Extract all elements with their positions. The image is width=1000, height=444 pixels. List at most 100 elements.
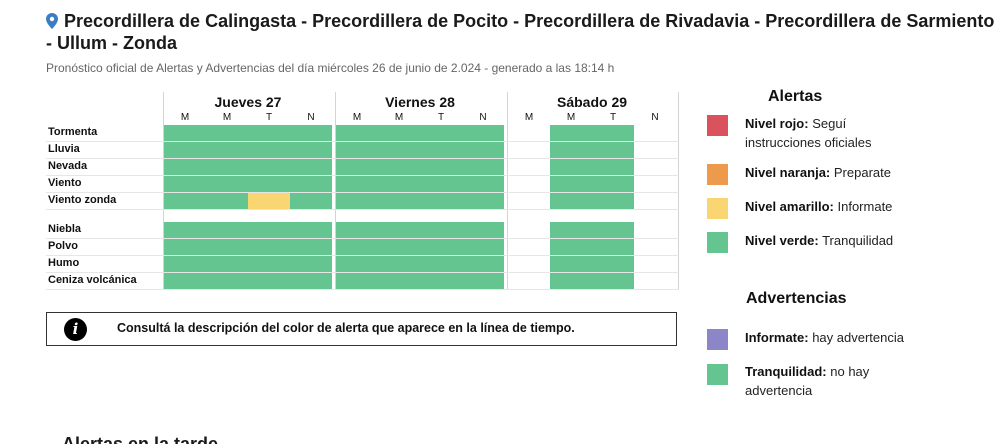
row-label: Nevada: [48, 160, 88, 172]
alert-cell-verde: [592, 222, 634, 238]
alert-cell-verde: [378, 159, 420, 175]
red-level-swatch: [707, 115, 728, 136]
alert-cell-verde: [462, 222, 504, 238]
row-label: Ceniza volcánica: [48, 274, 137, 286]
period-label: T: [265, 112, 273, 123]
alert-cell-verde: [550, 159, 592, 175]
row-label: Viento zonda: [48, 194, 117, 206]
row-divider: [46, 175, 679, 176]
alert-cell-verde: [248, 142, 290, 158]
alert-cell-verde: [290, 125, 332, 141]
alert-cell-verde: [420, 176, 462, 192]
alert-cell-verde: [336, 193, 378, 209]
row-divider: [46, 209, 679, 210]
alert-cell-verde: [206, 256, 248, 272]
alert-cell-verde: [248, 273, 290, 289]
info-box: i Consultá la descripción del color de a…: [46, 312, 677, 346]
alert-cell-verde: [420, 193, 462, 209]
alert-cell-verde: [248, 125, 290, 141]
period-label: M: [524, 112, 534, 123]
row-divider: [46, 158, 679, 159]
day-header: Sábado 29: [556, 94, 628, 110]
day-separator: [507, 92, 508, 290]
green-level-text: Nivel verde: Tranquilidad: [745, 233, 894, 248]
alert-cell-verde: [164, 239, 206, 255]
alert-cell-verde: [378, 142, 420, 158]
alert-cell-verde: [462, 239, 504, 255]
alert-cell-verde: [290, 142, 332, 158]
warning-tranquilidad-swatch: [707, 364, 728, 385]
alert-cell-verde: [420, 273, 462, 289]
red-level-text: Nivel rojo: Seguí instrucciones oficiale…: [745, 116, 872, 150]
alert-cell-verde: [248, 222, 290, 238]
alert-cell-verde: [206, 125, 248, 141]
period-label: M: [394, 112, 404, 123]
alert-cell-verde: [462, 193, 504, 209]
green-level-swatch: [707, 232, 728, 253]
day-separator: [163, 92, 164, 290]
alert-cell-verde: [550, 193, 592, 209]
alert-cell-verde: [206, 273, 248, 289]
period-label: N: [479, 112, 487, 123]
alert-cell-verde: [164, 193, 206, 209]
alert-cell-verde: [378, 222, 420, 238]
orange-level-swatch: [707, 164, 728, 185]
alert-cell-verde: [248, 176, 290, 192]
alert-cell-verde: [592, 159, 634, 175]
day-header: Jueves 27: [214, 94, 282, 110]
row-label: Lluvia: [48, 143, 80, 155]
alert-cell-verde: [336, 125, 378, 141]
alert-cell-verde: [164, 142, 206, 158]
alert-cell-verde: [290, 159, 332, 175]
row-divider: [46, 192, 679, 193]
row-divider: [46, 255, 679, 256]
info-icon: i: [64, 318, 87, 341]
warnings-legend-title: Advertencias: [746, 290, 847, 307]
warning-informate-swatch: [707, 329, 728, 350]
alert-cell-verde: [290, 193, 332, 209]
alert-cell-verde: [420, 256, 462, 272]
info-text: Consultá la descripción del color de ale…: [117, 321, 575, 335]
map-pin-icon: [46, 13, 58, 29]
alert-cell-verde: [462, 273, 504, 289]
row-label: Tormenta: [48, 126, 98, 138]
alert-cell-verde: [290, 176, 332, 192]
period-label: T: [609, 112, 617, 123]
alert-cell-verde: [290, 239, 332, 255]
alert-cell-verde: [462, 176, 504, 192]
page-title: Precordillera de Calingasta - Precordill…: [46, 11, 995, 53]
period-label: N: [651, 112, 659, 123]
alert-cell-verde: [164, 273, 206, 289]
alert-cell-verde: [420, 142, 462, 158]
alert-cell-verde: [550, 176, 592, 192]
row-label: Viento: [48, 177, 82, 189]
alert-cell-verde: [164, 125, 206, 141]
alert-cell-verde: [378, 239, 420, 255]
alert-cell-verde: [550, 222, 592, 238]
alert-cell-verde: [248, 239, 290, 255]
alert-cell-verde: [164, 222, 206, 238]
forecast-subtitle: Pronóstico oficial de Alertas y Adverten…: [46, 61, 615, 75]
alert-cell-verde: [206, 222, 248, 238]
period-label: M: [180, 112, 190, 123]
orange-level-text: Nivel naranja: Preparate: [745, 165, 891, 180]
alert-cell-verde: [248, 256, 290, 272]
alert-cell-verde: [462, 256, 504, 272]
alert-cell-verde: [164, 176, 206, 192]
alert-cell-verde: [550, 239, 592, 255]
alert-cell-verde: [592, 239, 634, 255]
alert-cell-verde: [164, 256, 206, 272]
alert-cell-verde: [420, 159, 462, 175]
alert-cell-verde: [206, 193, 248, 209]
alert-cell-verde: [336, 176, 378, 192]
warning-tranquilidad-text: Tranquilidad: no hay advertencia: [745, 364, 870, 398]
alert-cell-verde: [462, 159, 504, 175]
row-label: Humo: [48, 257, 80, 269]
alert-cell-verde: [336, 142, 378, 158]
yellow-level-text: Nivel amarillo: Informate: [745, 199, 893, 214]
alert-cell-verde: [378, 256, 420, 272]
alert-cell-verde: [592, 176, 634, 192]
next-section-title: Alertas en la tarde: [62, 434, 219, 444]
row-divider: [46, 272, 679, 273]
alert-cell-verde: [420, 222, 462, 238]
